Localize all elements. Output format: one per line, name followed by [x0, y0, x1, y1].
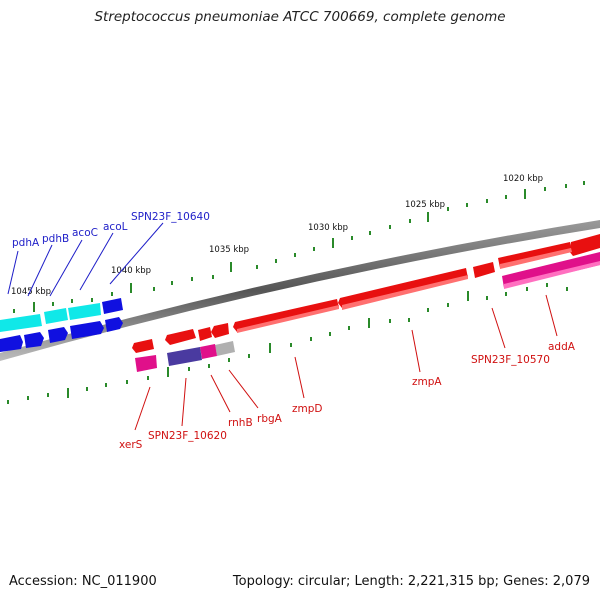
gene-block [338, 268, 468, 308]
gene-block [102, 298, 123, 314]
gene-block [167, 347, 202, 366]
gene-block [200, 344, 217, 359]
gene-label-SPN23F_10570[interactable]: SPN23F_10570 [471, 354, 550, 366]
gene-label-pdhB[interactable]: pdhB [42, 233, 69, 245]
map-title: Streptococcus pneumoniae ATCC 700669, co… [94, 9, 506, 25]
gene-label-acoL[interactable]: acoL [103, 221, 128, 233]
gene-block [500, 248, 572, 269]
gene-label-pdhA[interactable]: pdhA [12, 237, 40, 249]
scale-label-1045: 1045 kbp [11, 287, 51, 297]
gene-block [215, 341, 235, 356]
gene-block [198, 327, 212, 341]
gene-label-rbgA[interactable]: rbgA [257, 413, 283, 425]
gene-label-zmpA[interactable]: zmpA [412, 376, 442, 388]
gene-block [0, 335, 23, 352]
gene-block [135, 355, 157, 372]
scale-label-1040: 1040 kbp [111, 266, 151, 276]
gene-block [569, 234, 600, 256]
scale-label-1025: 1025 kbp [405, 200, 445, 210]
gene-block [24, 332, 44, 348]
gene-block [105, 317, 123, 332]
bottom-strand-genes [135, 252, 600, 372]
gene-label-acoC[interactable]: acoC [72, 227, 98, 239]
label-leader-lines-red [134, 294, 558, 431]
gene-label-zmpD[interactable]: zmpD [292, 403, 323, 415]
gene-block [44, 308, 68, 324]
gene-label-SPN23F_10640[interactable]: SPN23F_10640 [131, 211, 210, 223]
top-strand-red-genes [132, 234, 600, 353]
gene-label-addA[interactable]: addA [548, 341, 576, 353]
gene-block [504, 261, 600, 289]
gene-block [0, 314, 42, 332]
left-blue-genes [0, 298, 123, 352]
gene-block [473, 262, 495, 278]
gene-label-xerS[interactable]: xerS [119, 439, 143, 451]
gene-block [48, 327, 68, 343]
gene-block [70, 321, 104, 339]
gene-block [211, 323, 229, 338]
scale-label-1020: 1020 kbp [503, 174, 543, 184]
gene-block [68, 303, 101, 320]
gene-label-SPN23F_10620[interactable]: SPN23F_10620 [148, 430, 227, 442]
gene-block [165, 329, 196, 345]
genome-backbone [0, 220, 600, 361]
gene-label-rnhB[interactable]: rnhB [228, 417, 253, 429]
genome-summary-text: Topology: circular; Length: 2,221,315 bp… [232, 574, 590, 589]
gene-block [132, 339, 154, 353]
label-leader-lines-blue [7, 222, 164, 297]
accession-text: Accession: NC_011900 [9, 574, 157, 589]
gene-block [342, 275, 468, 310]
inner-tick-marks [7, 283, 568, 404]
outer-tick-marks [13, 181, 585, 313]
scale-label-1035: 1035 kbp [209, 245, 249, 255]
scale-label-1030: 1030 kbp [308, 223, 348, 233]
gene-block [237, 305, 339, 333]
